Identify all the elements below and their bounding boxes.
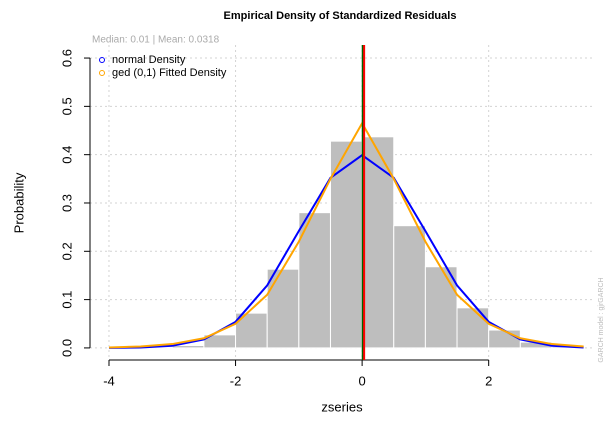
y-tick-label: 0.5 [59, 97, 74, 115]
histogram-bar [329, 140, 363, 349]
histogram-bar [298, 212, 331, 349]
y-tick-label: 0.1 [59, 291, 74, 309]
side-note: GARCH model : gjrGARCH [598, 277, 605, 362]
legend-marker [99, 57, 105, 63]
chart-title: Empirical Density of Standardized Residu… [224, 10, 457, 22]
y-tick-label: 0.3 [59, 194, 74, 212]
legend-label: ged (0,1) Fitted Density [112, 67, 227, 79]
density-line [108, 121, 584, 349]
histogram-bar [424, 266, 458, 349]
histogram-bar [488, 329, 521, 349]
histogram-bar [456, 307, 490, 349]
histogram-bar [171, 345, 205, 349]
x-tick-label: -4 [103, 373, 115, 388]
y-axis-label: Probability [11, 172, 26, 233]
y-tick-label: 0.0 [59, 339, 74, 357]
y-tick-label: 0.6 [59, 49, 74, 67]
x-tick-label: 2 [485, 373, 492, 388]
x-axis-label: zseries [321, 399, 363, 414]
legend-marker [99, 70, 105, 76]
histogram-bar [361, 136, 395, 349]
histogram-bar [266, 268, 300, 349]
y-tick-label: 0.4 [59, 146, 74, 164]
x-tick-label: -2 [230, 373, 242, 388]
subtitle: Median: 0.01 | Mean: 0.0318 [92, 35, 220, 46]
legend-label: normal Density [112, 54, 186, 66]
histogram-bar [393, 225, 426, 349]
y-tick-label: 0.2 [59, 242, 74, 260]
x-tick-label: 0 [359, 373, 366, 388]
